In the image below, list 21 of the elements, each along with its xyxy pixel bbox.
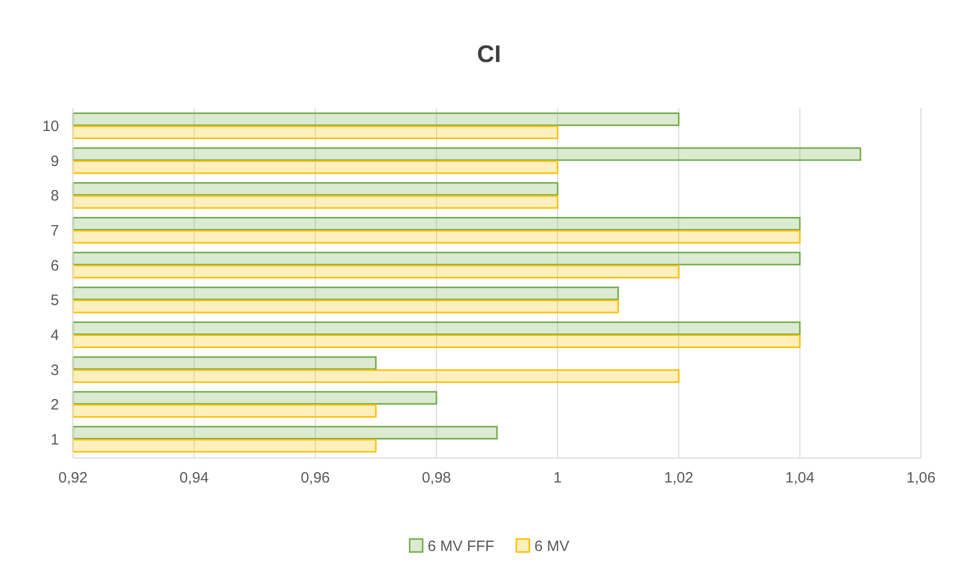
y-tick-label: 2 — [50, 396, 59, 414]
y-tick-label: 4 — [50, 327, 59, 344]
x-tick-label: 1,02 — [664, 470, 694, 487]
legend-label: 6 MV FFF — [428, 538, 494, 555]
y-tick-label: 7 — [50, 222, 59, 240]
x-tick-label: 0,94 — [180, 470, 209, 487]
y-tick-label: 8 — [50, 188, 59, 205]
x-tick-label: 1,06 — [906, 470, 936, 487]
x-tick-label: 1,04 — [785, 470, 814, 487]
x-tick-label: 0,98 — [422, 470, 452, 487]
legend-label: 6 MV — [534, 538, 570, 555]
y-tick-label: 3 — [50, 362, 59, 379]
x-tick-label: 0,92 — [58, 470, 88, 487]
chart-title: CI — [477, 41, 501, 68]
y-tick-label: 10 — [42, 118, 59, 136]
y-tick-label: 1 — [50, 432, 59, 449]
x-tick-label: 0,96 — [300, 470, 330, 487]
y-tick-label: 9 — [50, 152, 59, 170]
y-tick-label: 6 — [50, 257, 59, 274]
y-tick-label: 5 — [50, 292, 59, 310]
x-tick-label: 1 — [553, 470, 562, 487]
